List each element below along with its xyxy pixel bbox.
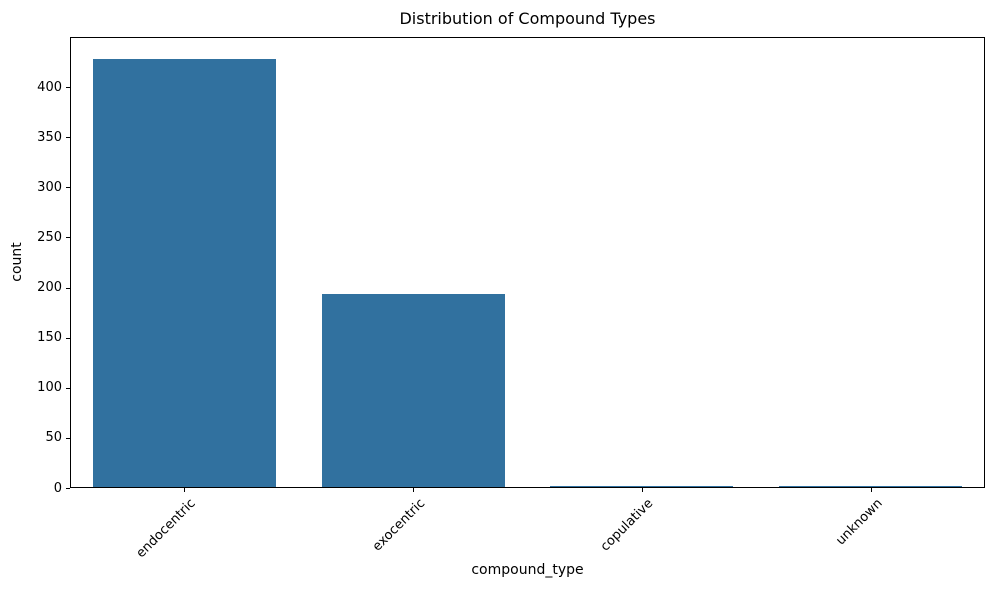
y-tick-mark	[66, 387, 70, 389]
x-tick-label-unknown: unknown	[832, 496, 886, 549]
y-axis-title: count	[9, 242, 25, 282]
bar-exocentric	[321, 293, 505, 487]
y-tick-mark	[66, 237, 70, 239]
y-tick-label-200: 200	[37, 280, 62, 296]
y-tick-label-350: 350	[37, 129, 62, 145]
y-tick-label-0: 0	[53, 480, 62, 496]
y-tick-mark	[66, 287, 70, 289]
bar-copulative	[550, 485, 734, 487]
x-tick-mark	[413, 488, 415, 492]
y-tick-label-300: 300	[37, 179, 62, 195]
y-tick-mark	[66, 137, 70, 139]
y-tick-mark	[66, 337, 70, 339]
y-tick-mark	[66, 437, 70, 439]
bar-endocentric	[92, 59, 276, 487]
x-tick-mark	[641, 488, 643, 492]
y-tick-label-150: 150	[37, 330, 62, 346]
y-tick-mark	[66, 187, 70, 189]
y-tick-label-400: 400	[37, 79, 62, 95]
bar-unknown	[779, 485, 963, 487]
chart-title: Distribution of Compound Types	[399, 9, 656, 28]
x-tick-label-exocentric: exocentric	[369, 496, 428, 555]
x-tick-label-endocentric: endocentric	[133, 496, 199, 562]
x-tick-mark	[184, 488, 186, 492]
y-tick-label-100: 100	[37, 380, 62, 396]
y-tick-mark	[66, 87, 70, 89]
y-tick-label-250: 250	[37, 229, 62, 245]
x-tick-mark	[870, 488, 872, 492]
y-tick-label-50: 50	[45, 430, 62, 446]
y-tick-mark	[66, 488, 70, 489]
x-tick-label-copulative: copulative	[598, 496, 657, 555]
x-axis-title: compound_type	[471, 562, 584, 578]
